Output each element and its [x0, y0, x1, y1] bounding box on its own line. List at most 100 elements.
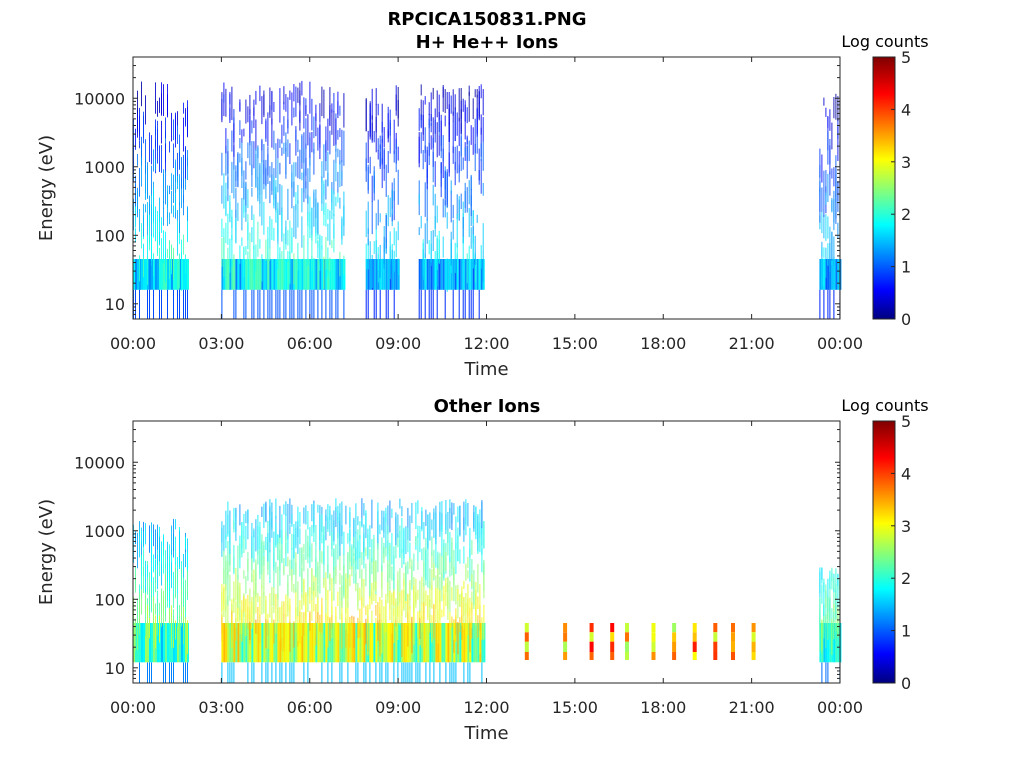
energy-cell: [452, 289, 454, 319]
energy-cell: [317, 259, 320, 290]
energy-cell: [141, 527, 142, 545]
energy-cell: [393, 555, 395, 591]
energy-cell: [479, 619, 481, 654]
energy-cell: [476, 89, 478, 98]
energy-cell: [819, 567, 821, 593]
energy-cell: [147, 662, 148, 683]
energy-cell: [137, 90, 138, 114]
energy-cell: [265, 120, 267, 139]
energy-cell: [239, 245, 241, 264]
energy-cell: [473, 623, 476, 663]
energy-cell: [235, 618, 237, 641]
energy-cell: [307, 259, 310, 290]
energy-cell: [265, 503, 267, 523]
energy-cell: [429, 623, 432, 663]
energy-cell: [431, 536, 433, 556]
energy-cell: [159, 602, 160, 626]
energy-cell: [159, 536, 160, 562]
energy-cell: [171, 244, 172, 270]
energy-cell: [253, 214, 255, 250]
energy-cell: [311, 599, 313, 621]
energy-cell: [353, 517, 355, 549]
energy-cell: [405, 662, 407, 683]
energy-cell: [420, 84, 422, 96]
energy-cell: [251, 623, 254, 663]
energy-cell: [442, 198, 444, 218]
energy-cell: [229, 530, 231, 565]
energy-cell: [825, 614, 827, 648]
energy-cell: [387, 559, 389, 583]
energy-cell: [325, 515, 327, 541]
energy-cell: [417, 662, 419, 683]
energy-cell: [470, 259, 473, 290]
energy-cell: [819, 187, 821, 212]
energy-cell: [377, 623, 380, 663]
energy-cell: [179, 152, 180, 170]
energy-cell: [183, 662, 184, 683]
energy-cell: [327, 172, 329, 186]
energy-cell: [337, 171, 339, 193]
energy-cell: [835, 93, 837, 120]
energy-cell: [297, 139, 299, 153]
energy-cell: [141, 589, 142, 615]
energy-cell: [225, 533, 227, 549]
energy-cell: [399, 623, 402, 663]
energy-cell: [167, 185, 168, 219]
energy-cell: [187, 100, 188, 136]
energy-cell: [281, 124, 283, 144]
energy-cell: [333, 510, 335, 542]
energy-cell: [341, 598, 343, 624]
energy-cell: [379, 524, 381, 535]
energy-cell: [453, 620, 455, 640]
energy-cell: [221, 92, 223, 123]
energy-cell: [827, 216, 829, 239]
energy-cell: [173, 253, 174, 280]
energy-cell: [337, 591, 339, 607]
energy-cell: [251, 523, 253, 559]
energy-cell: [285, 662, 287, 683]
energy-cell: [163, 259, 165, 290]
energy-cell: [243, 570, 245, 579]
energy-cell: [379, 144, 381, 167]
energy-cell: [173, 174, 174, 203]
energy-cell: [387, 259, 390, 290]
energy-cell: [259, 526, 261, 546]
energy-cell: [255, 559, 257, 595]
energy-cell: [267, 112, 269, 147]
x-tick-label: 00:00: [110, 698, 156, 717]
energy-cell: [375, 581, 377, 590]
energy-cell: [145, 139, 146, 164]
energy-cell: [295, 192, 297, 211]
energy-cell: [249, 602, 251, 627]
energy-cell: [253, 623, 256, 663]
energy-cell: [311, 234, 313, 265]
energy-cell: [241, 609, 243, 635]
energy-cell: [155, 206, 156, 242]
energy-cell: [333, 549, 335, 571]
energy-cell: [420, 114, 422, 128]
energy-cell: [462, 236, 464, 266]
energy-cell: [449, 556, 451, 577]
energy-cell: [837, 623, 840, 663]
energy-cell: [319, 614, 321, 632]
energy-cell: [469, 548, 471, 582]
energy-cell: [247, 594, 249, 620]
energy-cell: [155, 259, 157, 290]
energy-cell: [303, 612, 305, 636]
energy-cell: [235, 623, 238, 663]
energy-cell: [371, 539, 373, 562]
energy-cell: [437, 611, 439, 627]
energy-cell: [271, 623, 274, 663]
energy-cell: [383, 243, 385, 269]
burst-cell: [524, 641, 529, 652]
energy-cell: [397, 514, 399, 538]
energy-cell: [173, 534, 174, 558]
energy-cell: [349, 507, 351, 541]
energy-cell: [173, 572, 174, 599]
energy-cell: [263, 259, 266, 290]
energy-cell: [269, 289, 271, 319]
energy-cell: [233, 623, 236, 663]
energy-cell: [269, 520, 271, 553]
energy-cell: [329, 289, 331, 319]
energy-cell: [281, 662, 283, 683]
